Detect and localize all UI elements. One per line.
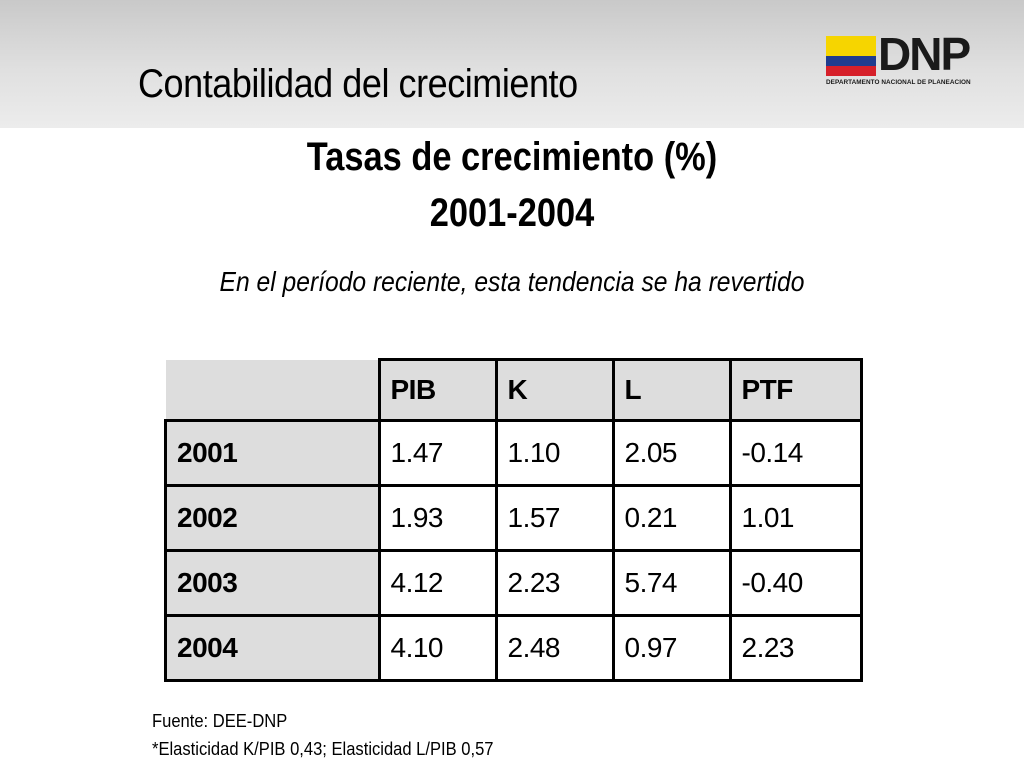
dnp-logo: DNP DEPARTAMENTO NACIONAL DE PLANEACION xyxy=(826,28,998,88)
table-row: 2001 1.47 1.10 2.05 -0.14 xyxy=(164,419,863,487)
table-cell: -0.40 xyxy=(728,549,863,617)
table-cell: -0.14 xyxy=(728,419,863,487)
table-row: 2004 4.10 2.48 0.97 2.23 xyxy=(164,614,863,682)
logo-text: DNP xyxy=(878,28,971,80)
table-cell: 2.23 xyxy=(728,614,863,682)
row-year: 2003 xyxy=(164,549,381,617)
table-cell: 4.12 xyxy=(377,549,498,617)
row-year: 2004 xyxy=(164,614,381,682)
table-cell: 2.23 xyxy=(494,549,615,617)
table-cell: 1.01 xyxy=(728,484,863,552)
row-year: 2002 xyxy=(164,484,381,552)
table-header-row: PIB K L PTF xyxy=(165,358,863,422)
table-cell: 1.57 xyxy=(494,484,615,552)
table-cell: 1.93 xyxy=(377,484,498,552)
table-title: Tasas de crecimiento (%) xyxy=(306,135,718,179)
growth-rates-table: PIB K L PTF 2001 1.47 1.10 2.05 -0.14 20… xyxy=(164,358,863,682)
column-header: K xyxy=(494,358,615,422)
table-cell: 4.10 xyxy=(377,614,498,682)
table-cell: 2.48 xyxy=(494,614,615,682)
column-header: PTF xyxy=(728,358,863,422)
table-row: 2003 4.12 2.23 5.74 -0.40 xyxy=(164,549,863,617)
table-cell: 2.05 xyxy=(611,419,732,487)
table-cell: 5.74 xyxy=(611,549,732,617)
table-period: 2001-2004 xyxy=(429,191,595,235)
logo-subtitle: DEPARTAMENTO NACIONAL DE PLANEACION xyxy=(826,79,971,86)
slide-subtitle: En el período reciente, esta tendencia s… xyxy=(219,266,805,297)
footnotes: Fuente: DEE-DNP *Elasticidad K/PIB 0,43;… xyxy=(152,707,494,763)
table-corner-cell xyxy=(165,359,381,422)
table-cell: 0.21 xyxy=(611,484,732,552)
colombia-flag-icon xyxy=(826,36,876,76)
column-header: PIB xyxy=(377,358,498,422)
row-year: 2001 xyxy=(164,419,381,487)
table-cell: 1.10 xyxy=(494,419,615,487)
column-header: L xyxy=(611,358,732,422)
table-row: 2002 1.93 1.57 0.21 1.01 xyxy=(164,484,863,552)
table-cell: 0.97 xyxy=(611,614,732,682)
source-note: Fuente: DEE-DNP xyxy=(152,711,288,731)
table-cell: 1.47 xyxy=(377,419,498,487)
page-title: Contabilidad del crecimiento xyxy=(138,62,578,106)
elasticity-note: *Elasticidad K/PIB 0,43; Elasticidad L/P… xyxy=(152,739,494,759)
